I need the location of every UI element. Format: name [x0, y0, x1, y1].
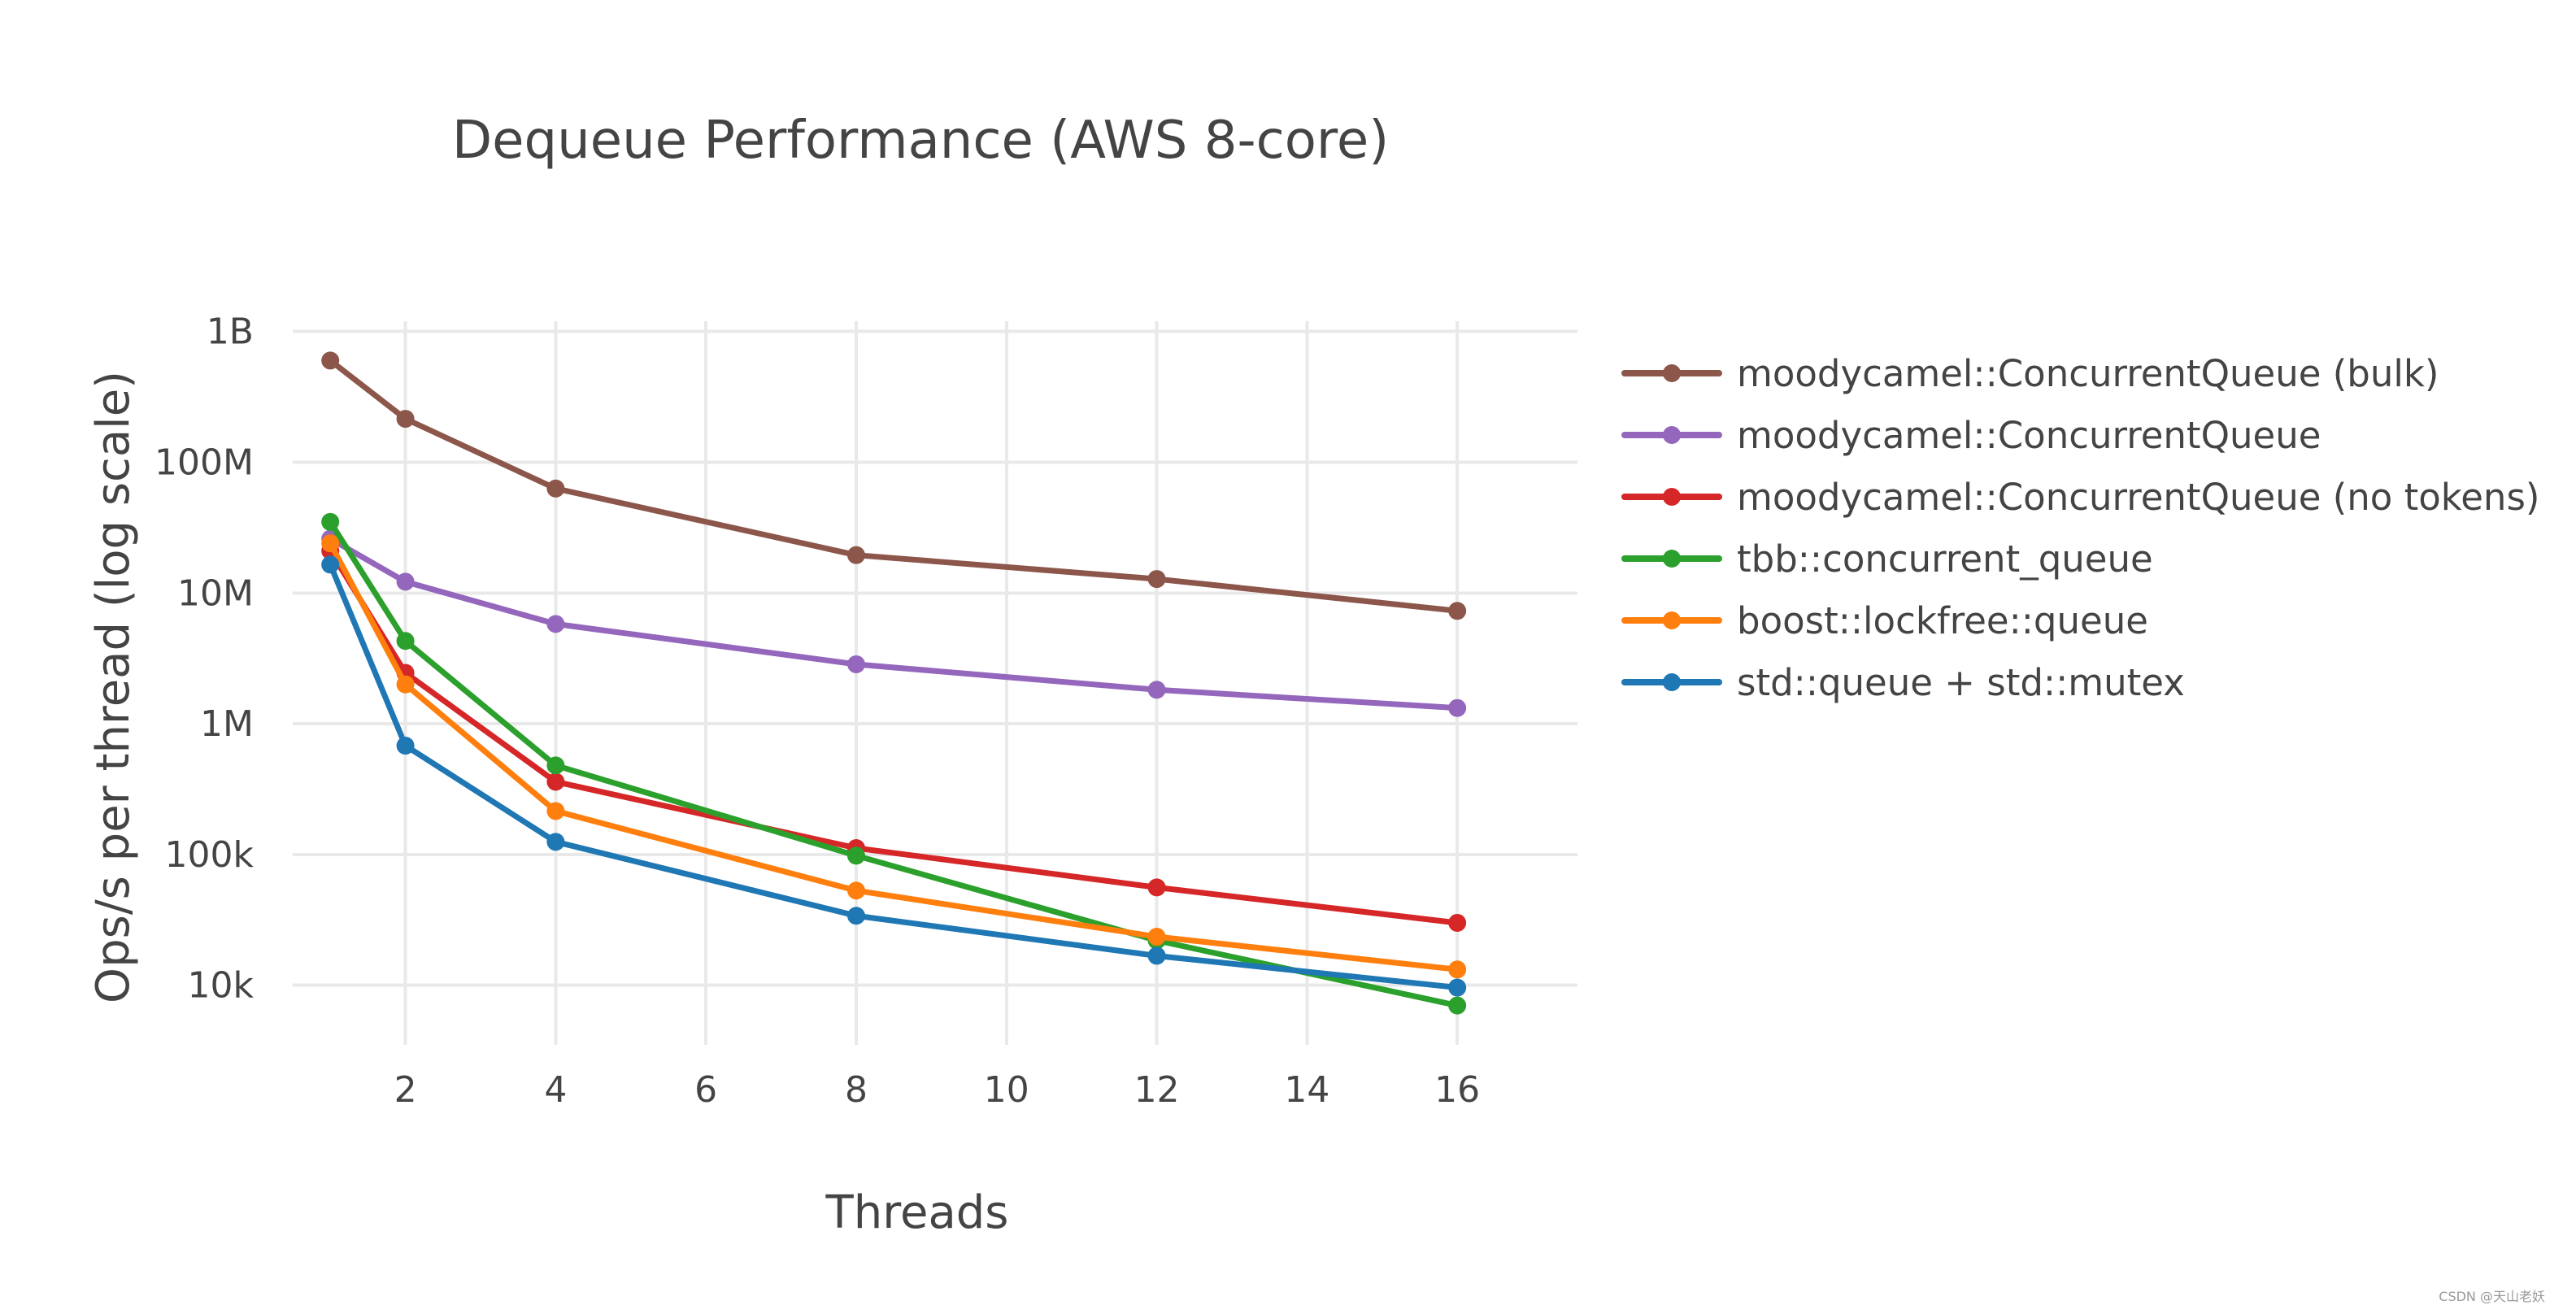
x-tick-label-8: 8 [845, 1069, 868, 1111]
y-tick-label-10M: 10M [177, 572, 254, 614]
y-tick-label-1M: 1M [200, 703, 254, 745]
data-point-series-5-x-12 [1147, 928, 1166, 946]
data-point-series-1-x-8 [846, 546, 865, 564]
x-tick-label-14: 14 [1284, 1069, 1329, 1111]
legend-label-3: moodycamel::ConcurrentQueue (no tokens) [1737, 476, 2539, 519]
legend-marker-2 [1663, 426, 1681, 444]
series-1 [321, 351, 1467, 620]
series-line-6 [327, 561, 1460, 991]
data-point-series-1-x-16 [1448, 602, 1467, 620]
legend-label-6: std::queue + std::mutex [1737, 661, 2185, 704]
y-tick-label-10k: 10k [188, 965, 255, 1007]
legend-marker-5 [1663, 611, 1681, 629]
data-point-series-2-x-12 [1147, 681, 1166, 699]
x-axis-title: Threads [825, 1186, 1009, 1239]
x-tick-label-2: 2 [394, 1069, 417, 1111]
x-tick-label-16: 16 [1434, 1069, 1480, 1111]
data-point-series-5-x-4 [546, 802, 565, 820]
x-tick-label-12: 12 [1134, 1069, 1180, 1111]
legend-item-3: moodycamel::ConcurrentQueue (no tokens) [1621, 476, 2539, 519]
legend-label-1: moodycamel::ConcurrentQueue (bulk) [1737, 352, 2439, 395]
legend-item-4: tbb::concurrent_queue [1621, 537, 2153, 581]
data-point-series-3-x-12 [1147, 878, 1166, 897]
legend-label-5: boost::lockfree::queue [1737, 599, 2148, 642]
watermark: CSDN @天山老妖 [2439, 1289, 2545, 1304]
data-point-series-3-x-4 [546, 772, 565, 791]
x-tick-label-6: 6 [694, 1069, 717, 1111]
chart-title: Dequeue Performance (AWS 8-core) [452, 111, 1389, 171]
data-point-series-4-x-1 [321, 512, 340, 531]
x-tick-label-10: 10 [984, 1069, 1029, 1111]
data-point-series-4-x-16 [1448, 996, 1467, 1015]
series-6 [321, 555, 1467, 997]
legend-label-4: tbb::concurrent_queue [1737, 537, 2153, 581]
data-point-series-6-x-4 [546, 833, 565, 851]
data-point-series-6-x-16 [1448, 978, 1467, 997]
legend-marker-4 [1663, 550, 1681, 568]
data-point-series-1-x-1 [321, 351, 340, 370]
y-tick-label-1B: 1B [207, 311, 254, 353]
series-line-4 [327, 519, 1460, 1009]
data-point-series-6-x-1 [321, 555, 340, 574]
y-tick-label-100k: 100k [165, 834, 255, 876]
data-point-series-1-x-2 [396, 410, 415, 429]
data-point-series-6-x-2 [396, 737, 415, 755]
data-point-series-6-x-8 [846, 907, 865, 925]
legend-item-6: std::queue + std::mutex [1621, 661, 2185, 704]
data-point-series-1-x-12 [1147, 570, 1166, 589]
series-line-5 [327, 540, 1460, 972]
series-5 [321, 534, 1467, 979]
data-point-series-5-x-1 [321, 534, 340, 553]
legend-item-5: boost::lockfree::queue [1621, 599, 2148, 642]
data-point-series-4-x-8 [846, 846, 865, 865]
data-point-series-5-x-2 [396, 675, 415, 694]
data-point-series-2-x-4 [546, 615, 565, 633]
series-line-3 [327, 548, 1460, 926]
y-tick-label-100M: 100M [154, 442, 254, 484]
legend-item-1: moodycamel::ConcurrentQueue (bulk) [1621, 352, 2439, 395]
legend-marker-6 [1663, 673, 1681, 691]
x-tick-label-4: 4 [544, 1069, 567, 1111]
legend: moodycamel::ConcurrentQueue (bulk)moodyc… [1621, 352, 2539, 704]
y-axis-title: Ops/s per thread (log scale) [87, 371, 140, 1003]
series-layer [321, 351, 1467, 1015]
data-point-series-4-x-2 [396, 632, 415, 650]
data-point-series-5-x-8 [846, 881, 865, 900]
legend-marker-3 [1663, 488, 1681, 506]
data-point-series-3-x-16 [1448, 913, 1467, 932]
series-line-2 [327, 536, 1460, 711]
legend-marker-1 [1663, 364, 1681, 382]
data-point-series-2-x-16 [1448, 698, 1467, 717]
legend-item-2: moodycamel::ConcurrentQueue [1621, 414, 2321, 457]
data-point-series-4-x-4 [546, 756, 565, 775]
legend-label-2: moodycamel::ConcurrentQueue [1737, 414, 2321, 457]
data-point-series-6-x-12 [1147, 946, 1166, 965]
axis-ticks: 2 4 6 8 10 12 14 16 10k 100k 1M 10M 100M 1B [154, 311, 1480, 1111]
data-point-series-5-x-16 [1448, 960, 1467, 979]
data-point-series-2-x-8 [846, 655, 865, 673]
data-point-series-2-x-2 [396, 572, 415, 591]
series-line-1 [327, 357, 1460, 614]
data-point-series-1-x-4 [546, 479, 565, 498]
